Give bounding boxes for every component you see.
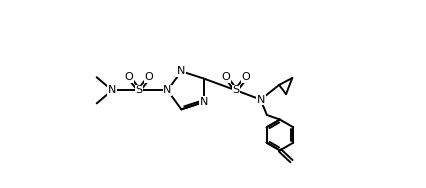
Text: N: N <box>199 97 208 107</box>
Text: O: O <box>222 72 230 82</box>
Text: N: N <box>177 66 186 76</box>
Text: S: S <box>135 85 143 95</box>
Text: O: O <box>242 72 250 82</box>
Text: N: N <box>108 85 116 95</box>
Text: O: O <box>145 72 153 82</box>
Text: N: N <box>163 85 172 95</box>
Text: O: O <box>125 72 133 82</box>
Text: N: N <box>256 95 265 105</box>
Text: S: S <box>233 85 239 95</box>
